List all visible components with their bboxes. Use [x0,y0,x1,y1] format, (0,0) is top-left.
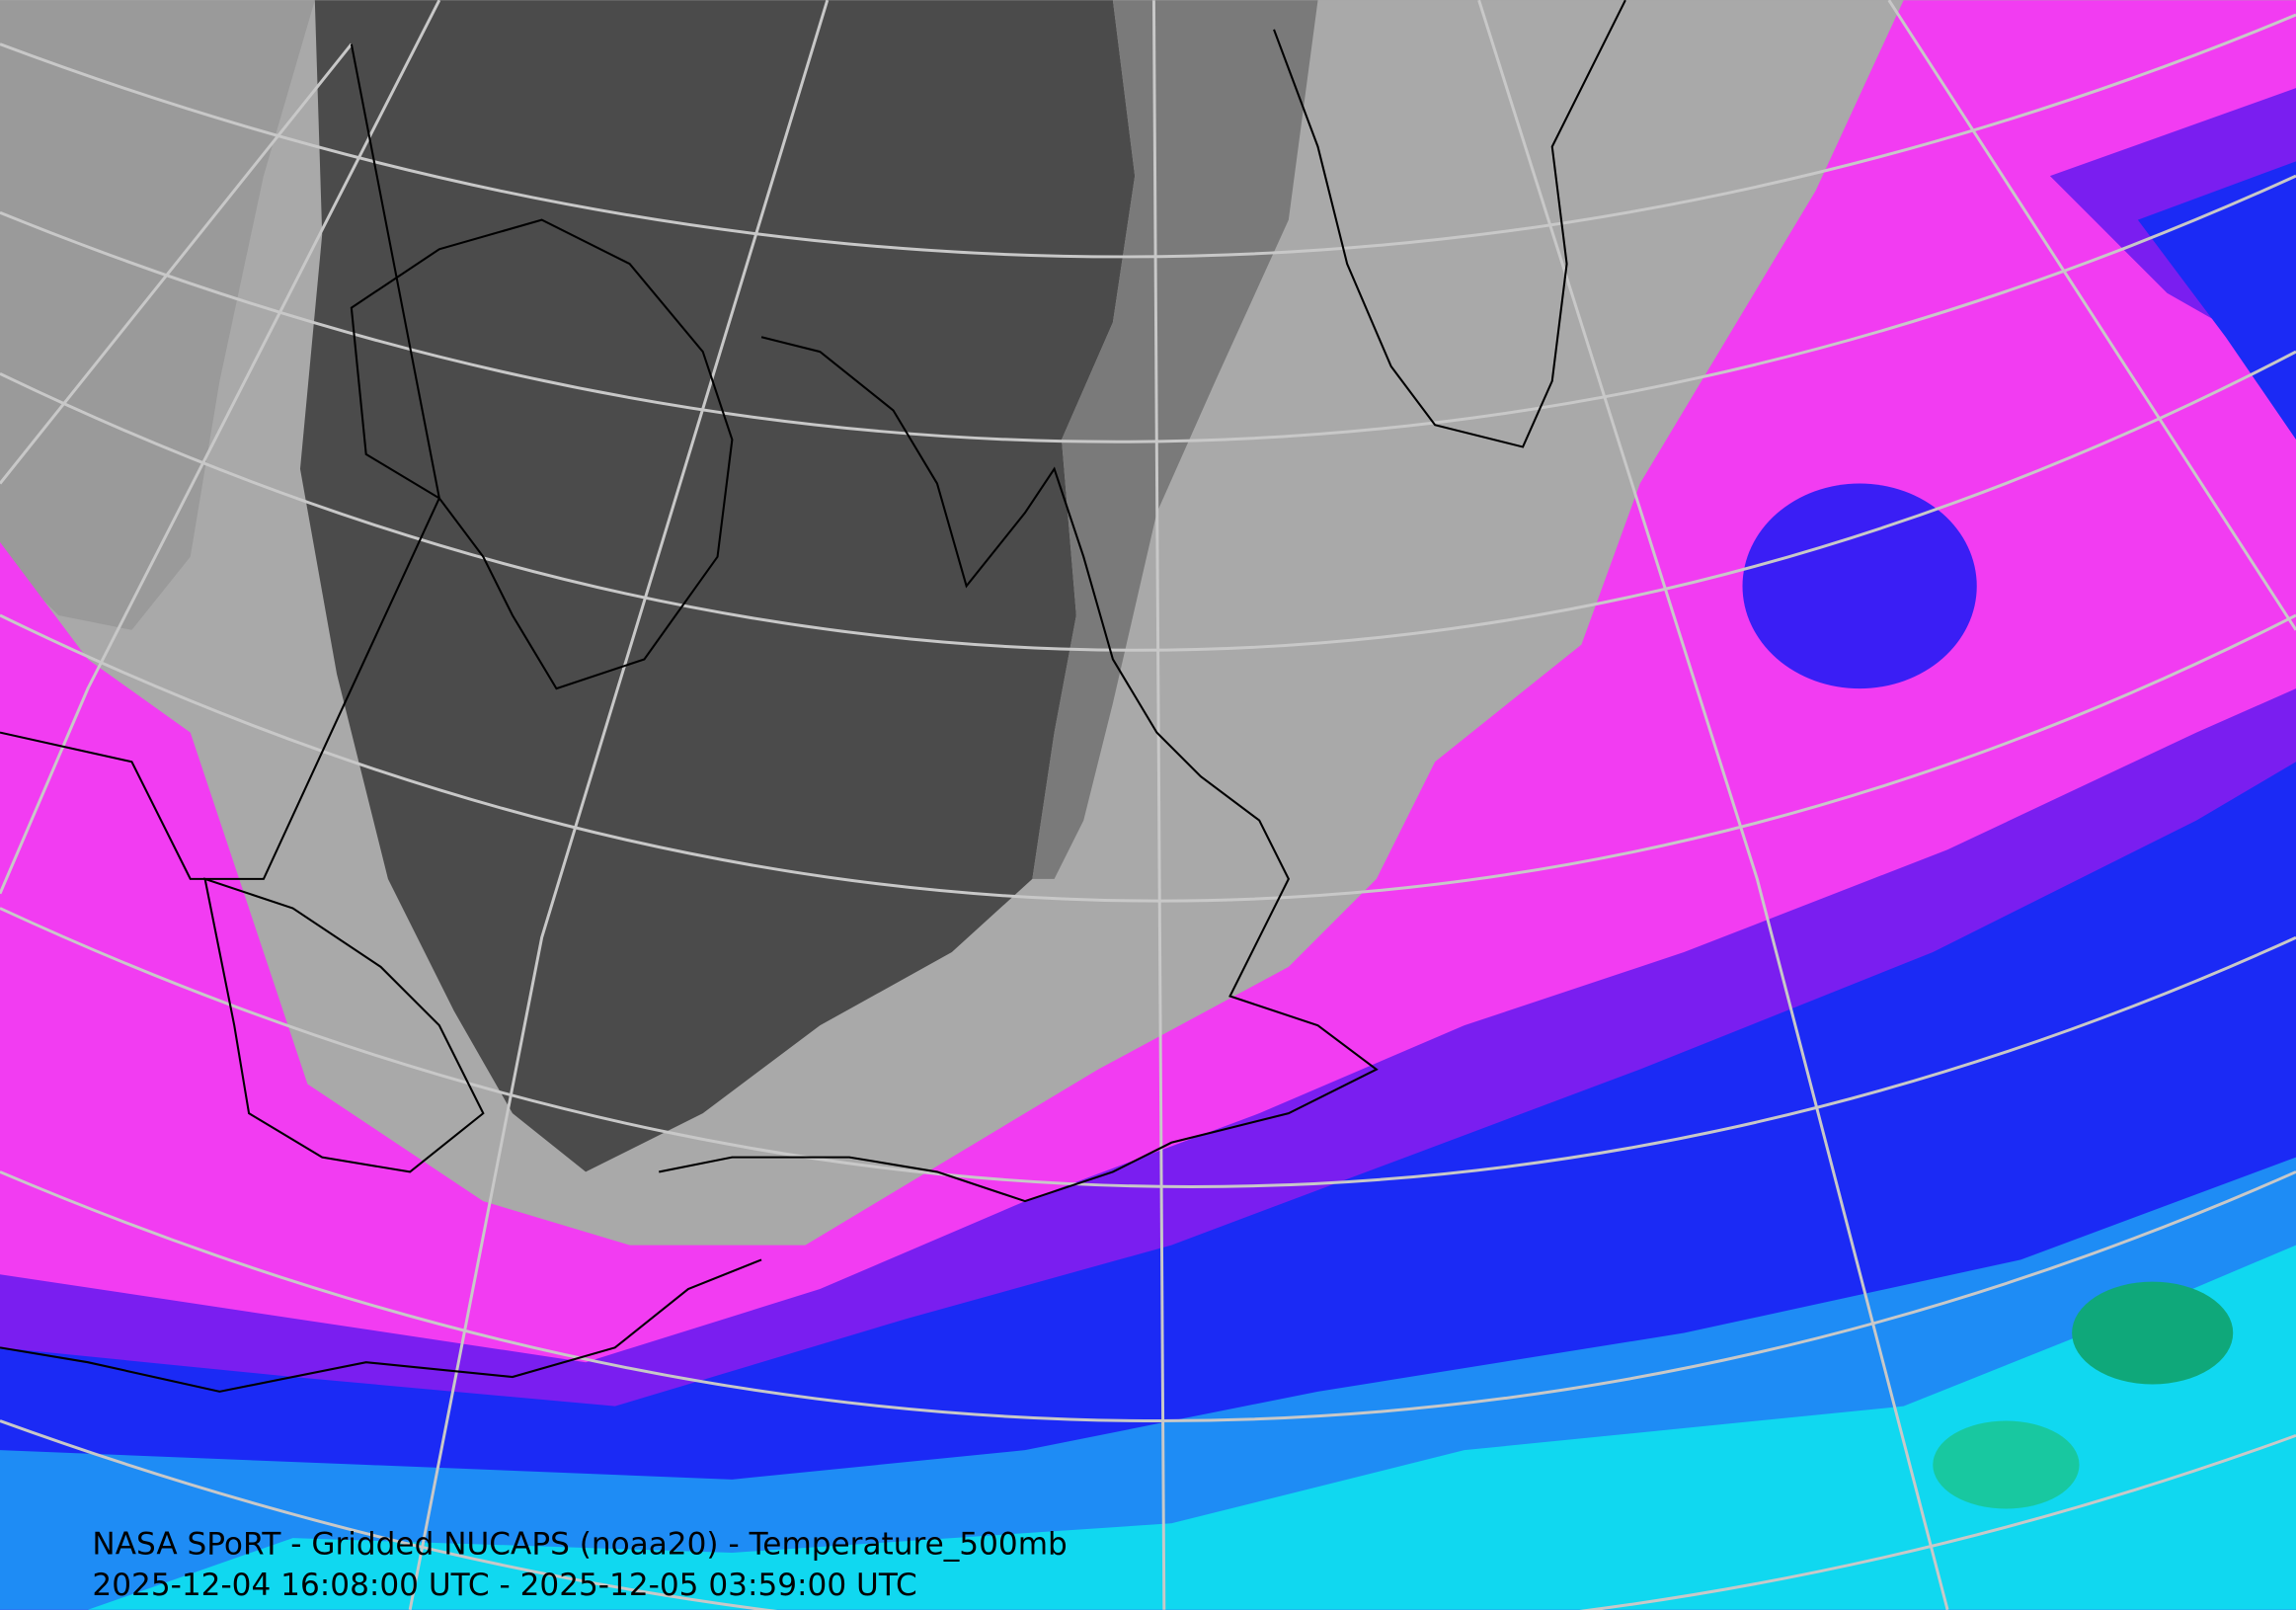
latitude-line [0,350,2296,652]
field-blue-patch [1742,483,1977,689]
field-blue [0,161,2296,1610]
field-green [2072,1281,2234,1385]
map-title: NASA SPoRT - Gridded NUCAPS (noaa20) - T… [92,1526,1067,1562]
field-mid [1032,0,1318,879]
field-gray [0,0,315,630]
field-green [1933,1420,2080,1509]
hudson-bay [350,218,734,690]
latitude-line [0,1419,2296,1610]
labrador-coast [659,336,1379,1203]
longitude-line [408,0,830,1610]
longitude-line [1887,0,2296,631]
longitude-line [0,0,441,895]
longitude-line [1477,0,1949,1610]
greenland [1273,0,1626,448]
latitude-line [0,907,2296,1188]
border [0,43,440,880]
latitude-line [0,174,2296,443]
coastlines [0,0,1626,1393]
latitude-line [0,1170,2296,1422]
field-cyan [87,1245,2296,1610]
map-time-range: 2025-12-04 16:08:00 UTC - 2025-12-05 03:… [92,1568,916,1603]
us-coast [0,1258,762,1393]
field-dark [299,0,1136,1172]
longitude-line [0,42,354,485]
great-lakes [203,877,485,1173]
longitude-line [1151,0,1166,1610]
